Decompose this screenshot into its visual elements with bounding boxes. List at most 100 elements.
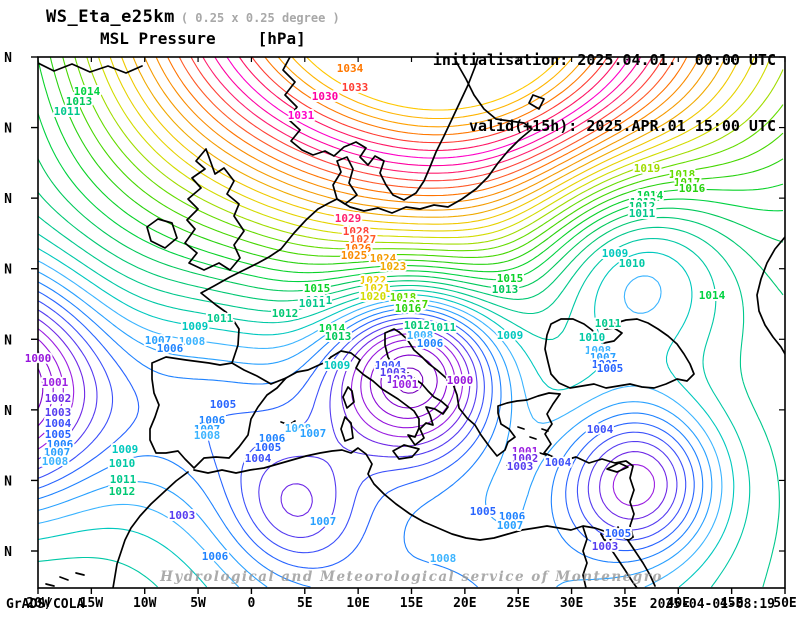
contour-label: 1004 <box>545 456 572 469</box>
contour-label: 1006 <box>499 510 526 523</box>
lat-tick-label: N <box>4 404 12 419</box>
contour-label: 1009 <box>497 329 524 342</box>
lon-tick-label: 30E <box>560 596 583 611</box>
contour-label: 1001 <box>512 445 539 458</box>
map-title-line: WS_Eta_e25km ( 0.25 x 0.25 degree ) <box>46 7 340 27</box>
model-title: WS_Eta_e25km <box>46 7 175 27</box>
contour-line-1012 <box>38 192 784 302</box>
contour-label: 1008 <box>585 344 612 357</box>
contour-line-1002 <box>38 318 668 520</box>
lon-tick-label: 25E <box>506 596 529 611</box>
contour-label: 1010 <box>109 457 136 470</box>
contour-label: 1006 <box>259 432 286 445</box>
contour-label: 1007 <box>590 351 617 364</box>
contour-line-1009 <box>38 247 735 588</box>
contour-line-1019 <box>86 57 784 245</box>
contour-label: 1007 <box>194 423 221 436</box>
lon-tick-label: 40E <box>667 596 690 611</box>
contour-label: 1030 <box>312 90 339 103</box>
contour-label: 1021 <box>364 282 391 295</box>
contour-label: 1000 <box>25 352 52 365</box>
contour-line-1032 <box>238 57 620 151</box>
coastline <box>398 331 561 457</box>
contour-line-1028 <box>190 57 664 182</box>
lat-tick-label: N <box>4 474 12 489</box>
contour-label: 1005 <box>45 428 72 441</box>
coastline <box>529 436 537 440</box>
contour-label: 1009 <box>112 443 139 456</box>
coastline <box>184 148 245 271</box>
lat-tick-label: N <box>4 263 12 278</box>
watermark: Hydrological and Meteorological service … <box>160 569 663 585</box>
contour-label: 1002 <box>512 452 539 465</box>
coastline <box>146 218 178 249</box>
contour-label: 1007 <box>300 427 327 440</box>
contour-label: 1005 <box>210 398 237 411</box>
contour-label: 1003 <box>45 406 72 419</box>
contour-label: 1014 <box>74 85 101 98</box>
contour-label: 1010 <box>619 257 646 270</box>
lat-tick-label: N <box>4 122 12 137</box>
contour-label: 1009 <box>602 247 629 260</box>
coastline <box>200 198 338 364</box>
lon-tick-label: 50E <box>773 596 796 611</box>
coastline <box>59 576 69 581</box>
contour-line-1021 <box>109 57 755 232</box>
coastline <box>517 426 525 430</box>
contour-label: 1013 <box>325 330 352 343</box>
coastline <box>756 236 785 355</box>
contour-line-1020 <box>97 57 772 239</box>
contour-label: 1023 <box>380 260 407 273</box>
lat-tick-label: N <box>4 545 12 560</box>
contour-label: 1017 <box>674 176 701 189</box>
contour-label: 1006 <box>199 414 226 427</box>
contour-label: 1004 <box>375 359 402 372</box>
contour-labels-layer: 1014101310111034103310301031102910281027… <box>23 60 728 567</box>
lon-tick-label: 35E <box>613 596 636 611</box>
units-label: [hPa] <box>257 29 306 48</box>
contour-label: 1012 <box>272 307 299 320</box>
contour-label: 1008 <box>179 335 206 348</box>
contour-label: 1011 <box>595 317 622 330</box>
contour-label: 1013 <box>630 196 657 209</box>
coastline <box>149 356 287 469</box>
coastline <box>606 462 629 473</box>
contour-label: 1022 <box>360 274 387 287</box>
contour-line-1013 <box>38 158 784 292</box>
contour-label: 1019 <box>634 162 661 175</box>
contour-label: 1005 <box>592 358 619 371</box>
coastline <box>543 393 561 456</box>
contour-line-1022 <box>121 57 740 225</box>
lon-tick-label: 10E <box>346 596 369 611</box>
contour-label: 1008 <box>407 329 434 342</box>
lat-tick-label: N <box>4 192 12 207</box>
variable-title-line: MSL Pressure [hPa] <box>100 29 306 48</box>
contour-label: 1011 <box>54 105 81 118</box>
contour-label: 1031 <box>288 109 315 122</box>
contour-label: 1024 <box>370 252 397 265</box>
contour-label: 1013 <box>66 95 93 108</box>
contour-line-1010 <box>38 233 751 588</box>
contour-line-1025 <box>155 57 700 204</box>
coastline <box>280 420 296 426</box>
contour-line-1008 <box>38 260 723 588</box>
coastline <box>38 62 143 74</box>
lon-tick-label: 15E <box>400 596 423 611</box>
coastline <box>336 57 533 214</box>
lon-tick-label: 5E <box>297 596 313 611</box>
contour-label: 1006 <box>47 438 74 451</box>
contour-label: 1016 <box>679 182 706 195</box>
contour-label: 1029 <box>335 212 362 225</box>
lon-tick-label: 0 <box>248 596 256 611</box>
contour-label: 1005 <box>605 527 632 540</box>
contour-label: 1004 <box>587 423 614 436</box>
time-info-block: initialisation: 2025.04.01. 00:00 UTC va… <box>433 5 776 181</box>
lat-tick-label: N <box>4 51 12 66</box>
coastline <box>112 471 189 588</box>
contour-line-1001 <box>38 328 655 507</box>
lat-tick-label: N <box>4 333 12 348</box>
contour-label: 1009 <box>182 320 209 333</box>
coastline <box>600 533 615 546</box>
